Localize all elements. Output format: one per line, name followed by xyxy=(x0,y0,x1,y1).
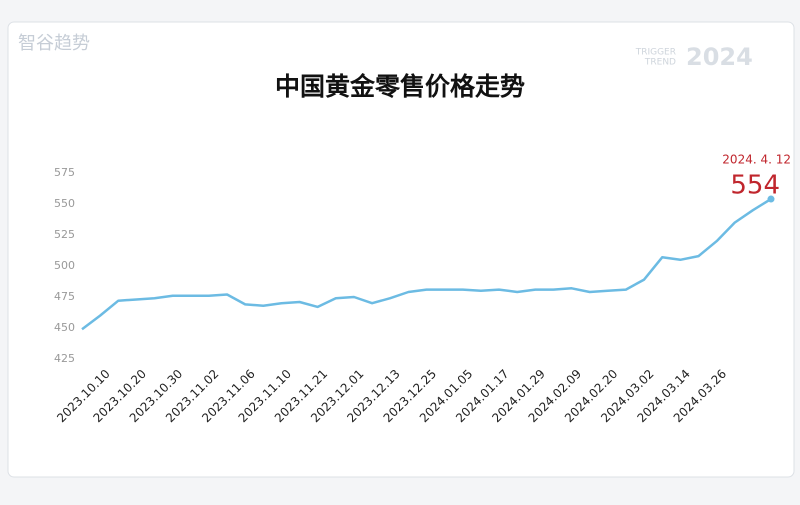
y-tick-label: 475 xyxy=(54,290,75,303)
y-tick-label: 450 xyxy=(54,321,75,334)
end-date: 2024. 4. 12 xyxy=(722,153,791,167)
watermark-tag: TREND xyxy=(644,58,676,68)
end-value: 554 xyxy=(730,171,780,201)
y-tick-label: 575 xyxy=(54,166,75,179)
y-tick-label: 525 xyxy=(54,228,75,241)
watermark-tag: TRIGGER xyxy=(635,48,676,58)
end-point xyxy=(767,195,775,203)
y-tick-label: 500 xyxy=(54,259,75,272)
price-line xyxy=(81,197,772,331)
chart-title: 中国黄金零售价格走势 xyxy=(275,72,525,101)
y-tick-label: 425 xyxy=(54,352,75,365)
y-tick-label: 550 xyxy=(54,197,75,210)
watermark-year: 2024 xyxy=(686,43,753,71)
brand-watermark: 智谷趋势 xyxy=(18,33,90,54)
card xyxy=(7,21,795,478)
